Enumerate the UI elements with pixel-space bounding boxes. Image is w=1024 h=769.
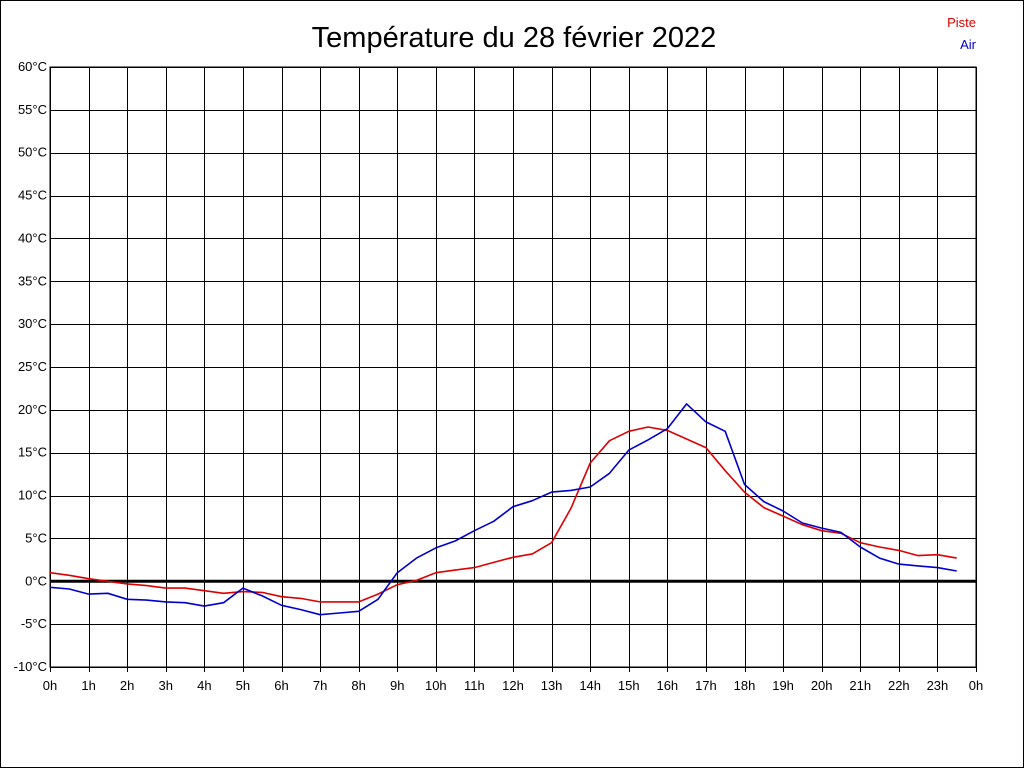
x-tick-label: 8h <box>351 678 365 693</box>
x-tick-label: 20h <box>811 678 833 693</box>
x-tick-label: 19h <box>772 678 794 693</box>
series-line-air <box>49 403 957 616</box>
y-tick-label: 60°C <box>18 59 47 74</box>
x-tick-label: 7h <box>313 678 327 693</box>
x-tick-label: 21h <box>849 678 871 693</box>
x-tick-label: 16h <box>656 678 678 693</box>
x-tick-label: 23h <box>927 678 949 693</box>
legend-entry-piste: Piste <box>947 15 976 30</box>
x-tick-label: 18h <box>734 678 756 693</box>
x-tick-label: 6h <box>274 678 288 693</box>
x-tick-label: 11h <box>464 678 485 693</box>
y-tick-label: 15°C <box>18 445 47 460</box>
y-axis-ticks: 60°C 55°C 50°C 45°C 40°C 35°C 30°C 25°C 20°C 15°C… <box>14 59 47 674</box>
y-tick-label: 55°C <box>18 102 47 117</box>
x-tick-label: 22h <box>888 678 910 693</box>
y-tick-label: 25°C <box>18 359 47 374</box>
y-tick-label: 30°C <box>18 316 47 331</box>
x-axis-ticks: 0h 1h 2h 3h 4h 5h 6h 7h 8h 9h 10h 11h 12h 13h 14h 15h 16… <box>43 678 983 693</box>
x-tick-label: 12h <box>502 678 524 693</box>
legend: Piste Air <box>947 15 977 52</box>
x-tick-label: 13h <box>541 678 563 693</box>
x-tick-label: 0h <box>969 678 983 693</box>
legend-entry-air: Air <box>960 37 977 52</box>
y-tick-label: 45°C <box>18 188 47 203</box>
x-tick-label: 0h <box>43 678 57 693</box>
x-tick-label: 9h <box>390 678 404 693</box>
x-tick-label: 1h <box>81 678 95 693</box>
x-tick-label: 10h <box>425 678 447 693</box>
y-tick-label: -5°C <box>21 616 47 631</box>
series-lines <box>49 403 957 616</box>
y-tick-label: 5°C <box>25 530 47 545</box>
x-tick-label: 5h <box>236 678 250 693</box>
series-line-piste <box>49 426 957 603</box>
x-tick-label: 2h <box>120 678 134 693</box>
x-tick-label: 3h <box>159 678 173 693</box>
y-tick-label: 35°C <box>18 273 47 288</box>
y-tick-label: 20°C <box>18 402 47 417</box>
y-tick-label: 10°C <box>18 488 47 503</box>
y-tick-label: -10°C <box>14 659 47 674</box>
chart-title: Température du 28 février 2022 <box>312 22 717 54</box>
x-tick-label: 14h <box>579 678 601 693</box>
x-tick-label: 17h <box>695 678 717 693</box>
y-tick-label: 50°C <box>18 145 47 160</box>
x-tick-label: 4h <box>197 678 211 693</box>
y-tick-label: 40°C <box>18 230 47 245</box>
x-tick-label: 15h <box>618 678 640 693</box>
y-tick-label: 0°C <box>25 573 47 588</box>
